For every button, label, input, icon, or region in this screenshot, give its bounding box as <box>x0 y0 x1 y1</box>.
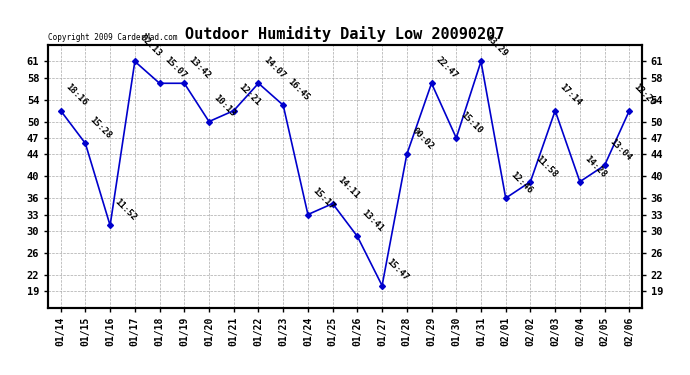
Text: 14:07: 14:07 <box>262 55 286 81</box>
Text: 12:46: 12:46 <box>509 170 534 195</box>
Text: 15:28: 15:28 <box>88 115 114 141</box>
Text: 12:20: 12:20 <box>632 82 658 108</box>
Text: 15:07: 15:07 <box>162 55 188 81</box>
Title: Outdoor Humidity Daily Low 20090207: Outdoor Humidity Daily Low 20090207 <box>186 27 504 42</box>
Text: Copyright 2009 CarderMad.com: Copyright 2009 CarderMad.com <box>48 33 178 42</box>
Text: 15:17: 15:17 <box>310 186 336 212</box>
Text: 00:02: 00:02 <box>410 126 435 152</box>
Text: 16:45: 16:45 <box>286 77 311 102</box>
Text: 15:10: 15:10 <box>459 110 484 135</box>
Text: 14:11: 14:11 <box>335 176 361 201</box>
Text: 18:16: 18:16 <box>63 82 89 108</box>
Text: 13:04: 13:04 <box>607 137 633 162</box>
Text: 14:28: 14:28 <box>582 154 608 179</box>
Text: 15:47: 15:47 <box>385 258 411 283</box>
Text: 12:21: 12:21 <box>237 82 262 108</box>
Text: 02:13: 02:13 <box>137 33 163 58</box>
Text: 11:58: 11:58 <box>533 154 559 179</box>
Text: 03:29: 03:29 <box>484 33 509 58</box>
Text: 17:14: 17:14 <box>558 82 583 108</box>
Text: 11:52: 11:52 <box>113 197 138 223</box>
Text: 22:47: 22:47 <box>434 55 460 81</box>
Text: 10:13: 10:13 <box>212 93 237 119</box>
Text: 13:42: 13:42 <box>187 55 213 81</box>
Text: 13:41: 13:41 <box>360 208 386 234</box>
